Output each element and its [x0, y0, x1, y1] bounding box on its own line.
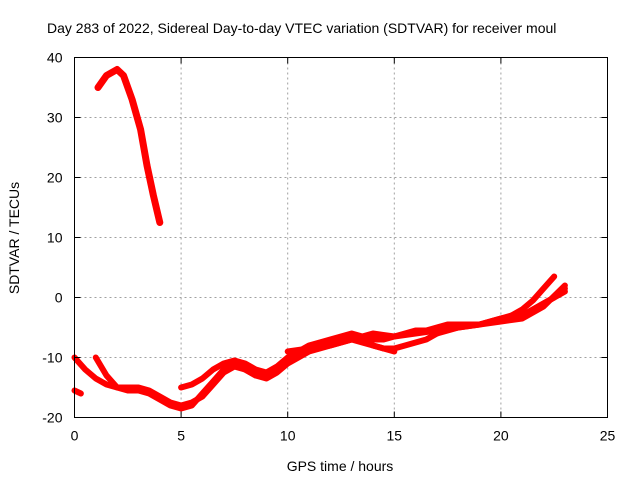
y-tick-label: -10	[42, 350, 62, 366]
y-tick-label: 30	[47, 110, 63, 126]
series-arc-c	[92, 330, 440, 412]
chart-title: Day 283 of 2022, Sidereal Day-to-day VTE…	[47, 20, 556, 36]
series-arc-b	[71, 336, 398, 409]
x-tick-label: 25	[600, 428, 616, 444]
x-tick-label: 15	[387, 428, 403, 444]
y-tick-label: 10	[47, 230, 63, 246]
series-stub-1	[71, 387, 84, 397]
axis-ticks: 0 5 10 15 20 25 -20 -10 0 10 20 30 40	[42, 50, 615, 444]
plot-series	[71, 66, 568, 412]
y-tick-label: -20	[42, 410, 62, 426]
series-arc-a	[94, 66, 164, 226]
x-tick-label: 10	[280, 428, 296, 444]
x-tick-label: 0	[71, 428, 79, 444]
x-axis-label: GPS time / hours	[287, 458, 394, 474]
x-tick-label: 20	[493, 428, 509, 444]
series-arc-g	[433, 282, 568, 337]
series-arc-f	[508, 273, 558, 319]
y-axis-label: SDTVAR / TECUs	[6, 182, 22, 294]
grid	[74, 57, 608, 418]
series-arc-d	[178, 288, 568, 391]
y-tick-label: 40	[47, 50, 63, 66]
y-tick-label: 20	[47, 170, 63, 186]
y-tick-label: 0	[55, 290, 63, 306]
x-tick-label: 5	[177, 428, 185, 444]
